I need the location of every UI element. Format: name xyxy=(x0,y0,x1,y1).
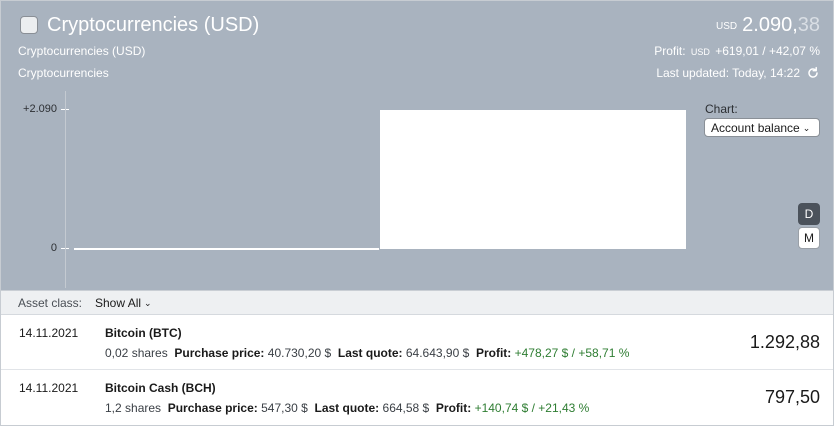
asset-class-label: Asset class: xyxy=(18,296,83,310)
asset-class-value: Show All xyxy=(95,296,142,310)
period-day-button[interactable]: D xyxy=(798,203,820,225)
balance-chart: +2.090 0 xyxy=(1,91,701,291)
purchase-price-value: 547,30 $ xyxy=(261,401,308,415)
y-tick-top: +2.090 xyxy=(23,103,57,115)
period-toggle: D M xyxy=(798,203,820,250)
chart-type-value: Account balance xyxy=(711,121,800,135)
chart-type-select[interactable]: Account balance ⌄ xyxy=(704,118,820,137)
asset-filter-bar: Asset class: Show All ⌄ xyxy=(1,290,833,315)
asset-row[interactable]: 14.11.2021 Bitcoin (BTC) 0,02 shares Pur… xyxy=(1,315,833,370)
profit-currency: USD xyxy=(690,47,710,57)
asset-row[interactable]: 14.11.2021 Bitcoin Cash (BCH) 1,2 shares… xyxy=(1,370,833,425)
account-checkbox[interactable] xyxy=(20,16,38,34)
account-group: Cryptocurrencies xyxy=(18,66,109,80)
purchase-price-label: Purchase price: xyxy=(174,346,265,360)
period-month-button[interactable]: M xyxy=(798,227,820,249)
asset-details: 1,2 shares Purchase price: 547,30 $ Last… xyxy=(105,401,589,415)
account-title: Cryptocurrencies (USD) xyxy=(47,14,260,36)
profit-value: +619,01 / +42,07 % xyxy=(715,44,820,58)
purchase-price-label: Purchase price: xyxy=(167,401,258,415)
asset-value: 797,50 xyxy=(764,387,820,407)
account-balance: USD 2.090,38 xyxy=(716,14,820,37)
balance-currency: USD xyxy=(716,21,738,32)
last-updated: Last updated: Today, 14:22 xyxy=(656,66,820,80)
profit-label: Profit: xyxy=(654,44,686,58)
last-quote-value: 64.643,90 $ xyxy=(405,346,470,360)
y-axis xyxy=(65,91,66,288)
account-profit: Profit: USD +619,01 / +42,07 % xyxy=(654,44,820,58)
y-tick-zero: 0 xyxy=(50,242,57,254)
asset-class-dropdown[interactable]: Show All ⌄ xyxy=(95,296,152,310)
account-header-panel: Cryptocurrencies (USD) Cryptocurrencies … xyxy=(1,1,833,290)
chevron-down-icon: ⌄ xyxy=(802,123,811,133)
asset-profit-label: Profit: xyxy=(435,401,472,415)
chart-type-label: Chart: xyxy=(705,102,738,116)
asset-shares: 0,02 shares xyxy=(105,346,168,360)
last-updated-text: Last updated: Today, 14:22 xyxy=(656,66,800,80)
asset-shares: 1,2 shares xyxy=(105,401,162,415)
chevron-down-icon: ⌄ xyxy=(144,298,152,308)
asset-profit-value: +140,74 $ / +21,43 % xyxy=(474,401,590,415)
account-subtitle: Cryptocurrencies (USD) xyxy=(18,44,146,58)
purchase-price-value: 40.730,20 $ xyxy=(267,346,332,360)
refresh-icon[interactable] xyxy=(806,66,820,80)
last-quote-value: 664,58 $ xyxy=(382,401,430,415)
chart-segment-zero xyxy=(74,248,379,250)
chart-segment-balance xyxy=(380,110,686,249)
asset-date: 14.11.2021 xyxy=(19,381,79,395)
asset-date: 14.11.2021 xyxy=(19,326,79,340)
last-quote-label: Last quote: xyxy=(314,401,380,415)
balance-integer: 2.090, xyxy=(742,14,798,36)
last-quote-label: Last quote: xyxy=(337,346,403,360)
asset-name: Bitcoin (BTC) xyxy=(105,326,182,340)
asset-name: Bitcoin Cash (BCH) xyxy=(105,381,216,395)
asset-profit-value: +478,27 $ / +58,71 % xyxy=(514,346,630,360)
asset-profit-label: Profit: xyxy=(475,346,512,360)
asset-details: 0,02 shares Purchase price: 40.730,20 $ … xyxy=(105,346,629,360)
balance-decimal: 38 xyxy=(797,14,820,36)
asset-value: 1.292,88 xyxy=(749,332,820,352)
